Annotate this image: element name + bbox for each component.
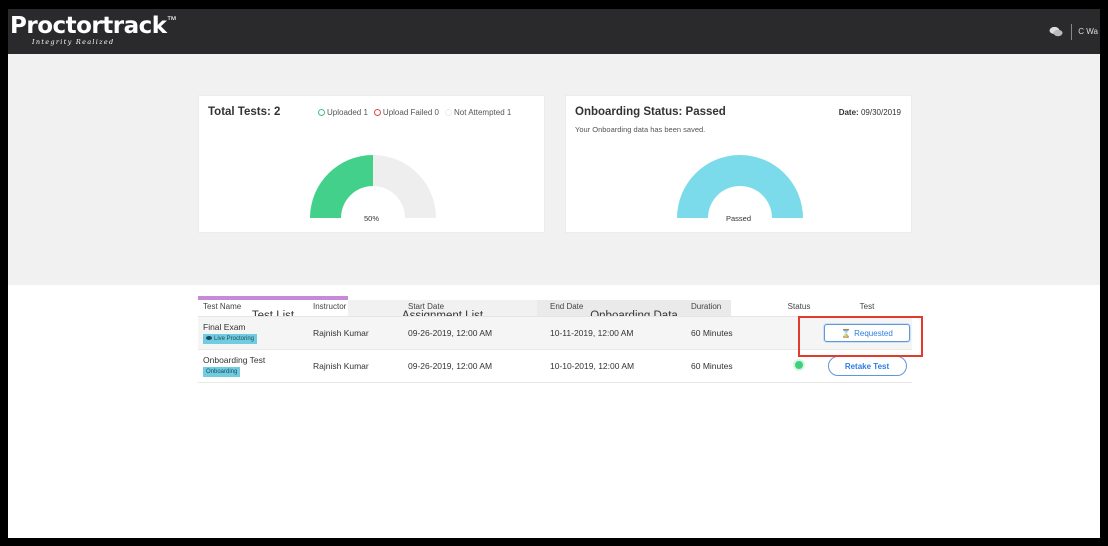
test-list-table: Test Name Instructor Start Date End Date… xyxy=(198,297,912,383)
total-tests-title: Total Tests: 2 xyxy=(208,106,281,118)
onboarding-status-subtitle: Your Onboarding data has been saved. xyxy=(575,125,706,134)
legend-uploaded-label: Uploaded 1 xyxy=(327,108,368,117)
header-end-date: End Date xyxy=(550,302,584,311)
test-action-cell: Retake Test xyxy=(822,356,912,376)
test-name-cell: Onboarding Test Onboarding xyxy=(198,355,313,377)
logo-text: Proctortrack xyxy=(10,13,167,39)
duration-cell: 60 Minutes xyxy=(691,361,733,371)
onboarding-status-title: Onboarding Status: Passed xyxy=(575,106,726,118)
legend-upload-failed: Upload Failed 0 xyxy=(373,108,439,117)
test-name: Onboarding Test xyxy=(203,355,266,365)
legend-not-attempted-label: Not Attempted 1 xyxy=(453,108,512,117)
header-status: Status xyxy=(787,302,811,311)
gauge-not-uploaded-segment xyxy=(373,155,436,218)
chat-icon[interactable] xyxy=(1049,26,1063,38)
header-instructor: Instructor xyxy=(313,302,347,311)
legend-upload-failed-label: Upload Failed 0 xyxy=(382,108,439,117)
header-start-date: Start Date xyxy=(408,302,445,311)
end-date-cell: 10-10-2019, 12:00 AM xyxy=(550,361,635,371)
onboarding-gauge-arc xyxy=(677,155,803,218)
tests-gauge-percent: 50% xyxy=(364,214,380,223)
header-duration: Duration xyxy=(691,302,722,311)
onboarding-status-card: Onboarding Status: Passed Your Onboardin… xyxy=(565,95,912,233)
onboarding-gauge-label: Passed xyxy=(726,214,752,223)
onboarding-date: Date: 09/30/2019 xyxy=(839,108,901,117)
status-cell xyxy=(776,361,822,371)
tests-gauge xyxy=(310,155,436,218)
duration-cell: 60 Minutes xyxy=(691,328,733,338)
tests-legend: Uploaded 1 Upload Failed 0 Not Attempted… xyxy=(318,108,517,117)
header-test: Test xyxy=(859,302,875,311)
onboarding-badge: Onboarding xyxy=(203,367,241,377)
test-action-cell: ⌛ Requested xyxy=(822,324,912,342)
navbar-divider xyxy=(1071,23,1073,40)
live-proctoring-badge: Live Proctoring xyxy=(203,334,258,344)
logo[interactable]: Proctortrack™ Integrity Realized xyxy=(10,13,177,46)
onboarding-date-label: Date: xyxy=(838,108,859,117)
dashboard-summary-area: Total Tests: 2 Uploaded 1 Upload Failed … xyxy=(8,54,1100,331)
hourglass-icon: ⌛ xyxy=(841,328,852,338)
table-header-row: Test Name Instructor Start Date End Date… xyxy=(198,297,912,317)
start-date-cell: 09-26-2019, 12:00 AM xyxy=(408,328,493,338)
legend-not-attempted: Not Attempted 1 xyxy=(444,108,512,117)
test-name: Final Exam xyxy=(203,322,246,332)
onboarding-gauge xyxy=(677,155,803,218)
instructor-cell: Rajnish Kumar xyxy=(313,361,369,371)
test-name-cell: Final Exam Live Proctoring xyxy=(198,322,313,344)
requested-button[interactable]: ⌛ Requested xyxy=(824,324,910,342)
logo-tagline: Integrity Realized xyxy=(32,38,115,46)
user-menu[interactable]: C Wa xyxy=(1078,27,1098,36)
header-test-name: Test Name xyxy=(203,302,242,311)
start-date-cell: 09-26-2019, 12:00 AM xyxy=(408,361,493,371)
badge-label: Live Proctoring xyxy=(214,336,255,342)
legend-uploaded: Uploaded 1 xyxy=(318,108,368,117)
gauge-uploaded-segment xyxy=(310,155,373,218)
top-right-controls: C Wa xyxy=(1049,9,1100,54)
retake-test-button[interactable]: Retake Test xyxy=(827,356,907,376)
status-passed-dot-icon xyxy=(795,361,803,369)
requested-button-label: Requested xyxy=(854,328,893,338)
top-navbar: Proctortrack™ Integrity Realized C Wa xyxy=(8,9,1100,54)
highlight-box xyxy=(798,316,923,357)
table-row: Final Exam Live Proctoring Rajnish Kumar… xyxy=(198,317,912,350)
instructor-cell: Rajnish Kumar xyxy=(313,328,369,338)
not-attempted-dot-icon xyxy=(444,109,452,116)
end-date-cell: 10-11-2019, 12:00 AM xyxy=(550,328,634,338)
upload-failed-dot-icon xyxy=(373,109,381,116)
total-tests-card: Total Tests: 2 Uploaded 1 Upload Failed … xyxy=(198,95,545,233)
uploaded-dot-icon xyxy=(318,109,325,116)
table-row: Onboarding Test Onboarding Rajnish Kumar… xyxy=(198,350,912,383)
eye-icon xyxy=(206,336,212,341)
onboarding-date-value: 09/30/2019 xyxy=(860,108,901,117)
trademark-symbol: ™ xyxy=(166,15,177,26)
